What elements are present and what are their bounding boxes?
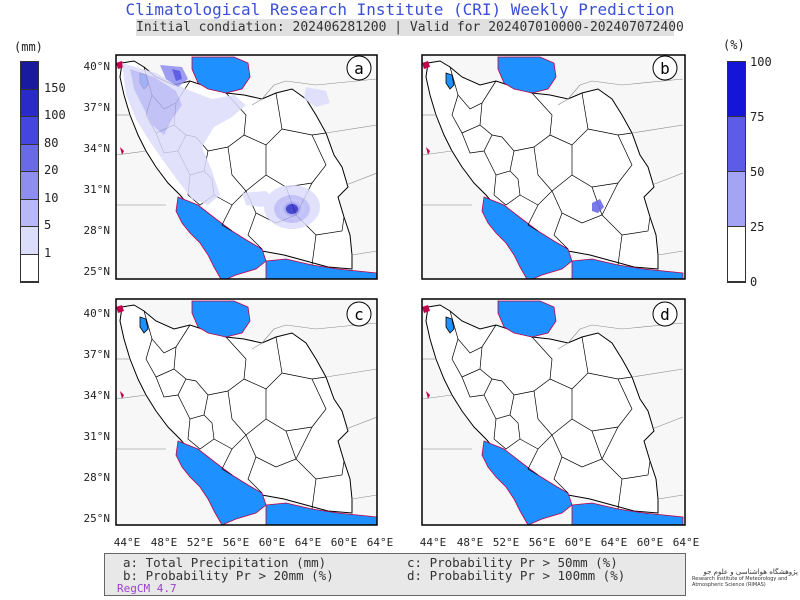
map-title: Climatological Research Institute (CRI) … bbox=[125, 0, 675, 19]
lat-label: 31°N bbox=[84, 183, 111, 196]
lat-label: 28°N bbox=[84, 471, 111, 484]
lon-label: 48°E bbox=[151, 536, 178, 549]
panel-legend: a: Total Precipitation (mm) b: Probabili… bbox=[104, 553, 686, 596]
right-colorbar-label: 25 bbox=[750, 220, 765, 234]
panel-c-letter: c bbox=[354, 305, 364, 324]
lon-label: 56°E bbox=[223, 536, 250, 549]
legend-a: a: Total Precipitation (mm) bbox=[123, 555, 327, 570]
right-colorbar-segment bbox=[728, 117, 745, 172]
lat-label: 40°N bbox=[84, 60, 111, 73]
lon-label: 64°E bbox=[601, 536, 628, 549]
lat-label: 25°N bbox=[84, 512, 111, 525]
left-colorbar-label: 10 bbox=[44, 190, 59, 205]
right-colorbar bbox=[727, 61, 746, 283]
logo-english-text: Research Institute of Meteorology and At… bbox=[692, 576, 788, 588]
lat-label: 31°N bbox=[84, 430, 111, 443]
lat-label: 25°N bbox=[84, 265, 111, 278]
lat-label: 34°N bbox=[84, 142, 111, 155]
left-colorbar-segment bbox=[21, 199, 38, 227]
lon-labels-left: 44°E 48°E 52°E 56°E 60°E 64°E bbox=[114, 536, 322, 549]
model-version: RegCM 4.7 bbox=[117, 582, 177, 595]
left-colorbar-label: 5 bbox=[44, 218, 52, 232]
lon-label: 64°E bbox=[673, 536, 700, 549]
lat-label: 37°N bbox=[84, 101, 111, 114]
lat-labels-bottom: 40°N 37°N 34°N 31°N 28°N 25°N bbox=[84, 307, 111, 525]
right-colorbar-unit: (%) bbox=[723, 38, 745, 52]
panel-d bbox=[421, 298, 686, 526]
left-colorbar-label: 20 bbox=[44, 163, 59, 177]
left-colorbar bbox=[20, 61, 39, 283]
right-colorbar-segment bbox=[728, 62, 745, 117]
lon-labels-right: 44°E 48°E 52°E 56°E 60°E 64°E bbox=[420, 536, 628, 549]
left-colorbar-unit: (mm) bbox=[14, 40, 43, 54]
lon-label: 56°E bbox=[529, 536, 556, 549]
legend-d: d: Probability Pr > 100mm (%) bbox=[407, 568, 626, 583]
right-colorbar-label: 50 bbox=[750, 165, 765, 179]
lat-label: 37°N bbox=[84, 348, 111, 361]
lon-label: 60°E bbox=[331, 536, 358, 549]
legend-b: b: Probability Pr > 20mm (%) bbox=[123, 568, 334, 583]
lat-label: 40°N bbox=[84, 307, 111, 320]
lon-label: 60°E bbox=[259, 536, 286, 549]
panel-d-letter: d bbox=[660, 305, 670, 324]
left-colorbar-segment bbox=[21, 227, 38, 255]
lon-label: 60°E bbox=[565, 536, 592, 549]
left-colorbar-segment bbox=[21, 254, 38, 282]
right-colorbar-label: 100 bbox=[750, 55, 772, 69]
lon-label: 48°E bbox=[457, 536, 484, 549]
left-colorbar-label: 80 bbox=[44, 135, 59, 150]
left-colorbar-segment bbox=[21, 172, 38, 200]
lon-labels-right-tail: 60°E 64°E bbox=[637, 536, 700, 549]
logo-persian-text: پژوهشگاه هواشناسی و علوم جو bbox=[703, 568, 798, 576]
panel-c bbox=[115, 298, 378, 526]
lat-label: 28°N bbox=[84, 224, 111, 237]
left-colorbar-label: 1 bbox=[44, 245, 52, 260]
panel-b-letter: b bbox=[660, 59, 670, 78]
lon-labels-left-tail: 60°E 64°E bbox=[331, 536, 394, 549]
map-subtitle: Initial condiation: 202406281200 | Valid… bbox=[136, 19, 684, 36]
panel-a bbox=[115, 54, 378, 280]
right-colorbar-label: 75 bbox=[750, 110, 765, 124]
left-colorbar-segment bbox=[21, 117, 38, 145]
right-colorbar-segment bbox=[728, 227, 745, 282]
lon-label: 60°E bbox=[637, 536, 664, 549]
rimas-logo: پژوهشگاه هواشناسی و علوم جو Research Ins… bbox=[692, 568, 798, 598]
lon-label: 64°E bbox=[367, 536, 394, 549]
right-colorbar-segment bbox=[728, 172, 745, 227]
left-colorbar-segment bbox=[21, 89, 38, 117]
right-colorbar-label: 0 bbox=[750, 275, 758, 289]
lat-label: 34°N bbox=[84, 389, 111, 402]
panel-b bbox=[421, 54, 686, 280]
lon-label: 44°E bbox=[420, 536, 447, 549]
lon-label: 52°E bbox=[187, 536, 214, 549]
left-colorbar-label: 100 bbox=[44, 108, 66, 122]
lon-label: 64°E bbox=[295, 536, 322, 549]
left-colorbar-segment bbox=[21, 144, 38, 172]
left-colorbar-segment bbox=[21, 62, 38, 90]
left-colorbar-label: 150 bbox=[44, 80, 66, 95]
lon-label: 44°E bbox=[114, 536, 141, 549]
lat-labels-top: 40°N 37°N 34°N 31°N 28°N 25°N bbox=[84, 60, 111, 278]
lon-label: 52°E bbox=[493, 536, 520, 549]
legend-c: c: Probability Pr > 50mm (%) bbox=[407, 555, 618, 570]
panel-a-letter: a bbox=[354, 59, 364, 78]
